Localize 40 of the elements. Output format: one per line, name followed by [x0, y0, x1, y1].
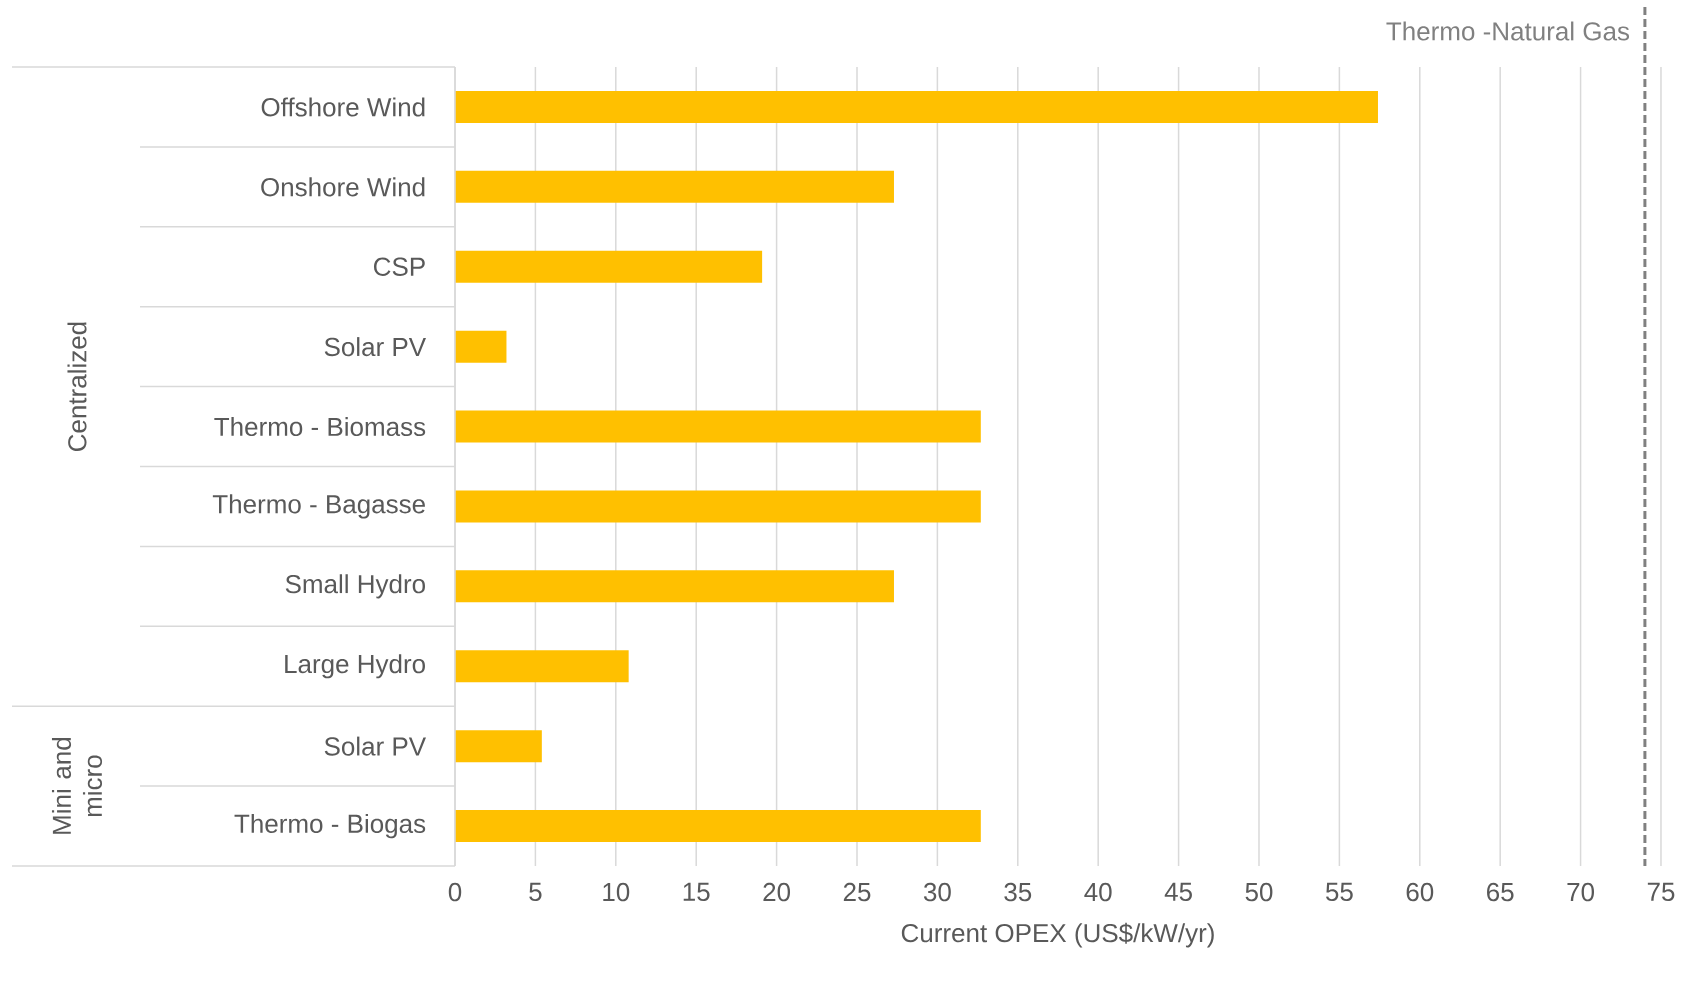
y-tick-label: Offshore Wind — [261, 97, 425, 117]
y-tick-label: Thermo - Bagasse — [212, 494, 425, 519]
x-tick-label: 75 — [1647, 882, 1675, 901]
x-tick-label: 70 — [1567, 882, 1595, 902]
bar — [455, 170, 894, 203]
x-tick-label: 15 — [683, 882, 710, 901]
y-tick-label: CSP — [374, 257, 425, 276]
x-axis-title: Current OPEX (US$/kW/yr) — [901, 922, 1214, 948]
bar — [455, 730, 542, 763]
y-tick-label: Solar PV — [324, 736, 426, 756]
ref-line-label: Thermo -Natural Gas — [1386, 21, 1630, 41]
y-tick-label: Onshore Wind — [261, 177, 425, 197]
x-tick-label: 10 — [603, 882, 630, 902]
bar — [455, 810, 981, 843]
y-tick-label: Thermo - Biogas — [234, 813, 426, 839]
y-tick-label: Large Hydro — [285, 654, 425, 679]
x-tick-label: 50 — [1245, 882, 1273, 902]
text: Centralized — [67, 322, 87, 452]
y-tick-label: Small Hydro — [285, 574, 425, 599]
x-tick-label: 20 — [763, 882, 791, 902]
x-tick-label: 60 — [1406, 882, 1434, 902]
x-tick-label: 40 — [1084, 882, 1112, 902]
bar — [455, 250, 763, 283]
bar — [455, 330, 507, 363]
x-tick-label: 25 — [843, 882, 871, 902]
x-tick-label: 45 — [1164, 882, 1192, 901]
x-tick-label: 55 — [1325, 882, 1353, 901]
x-tick-label: 5 — [529, 882, 542, 901]
text: Mini and micro — [51, 737, 103, 834]
bar — [455, 570, 894, 603]
x-tick-label: 35 — [1004, 882, 1032, 902]
y-tick-label: Thermo - Biomass — [214, 417, 426, 437]
bar — [455, 490, 981, 523]
bar — [455, 650, 629, 683]
x-tick-label: 0 — [448, 882, 462, 902]
x-tick-label: 30 — [923, 882, 951, 902]
y-tick-label: Solar PV — [324, 337, 426, 357]
bar — [455, 410, 981, 443]
bar — [455, 90, 1378, 123]
x-tick-label: 65 — [1487, 882, 1514, 902]
